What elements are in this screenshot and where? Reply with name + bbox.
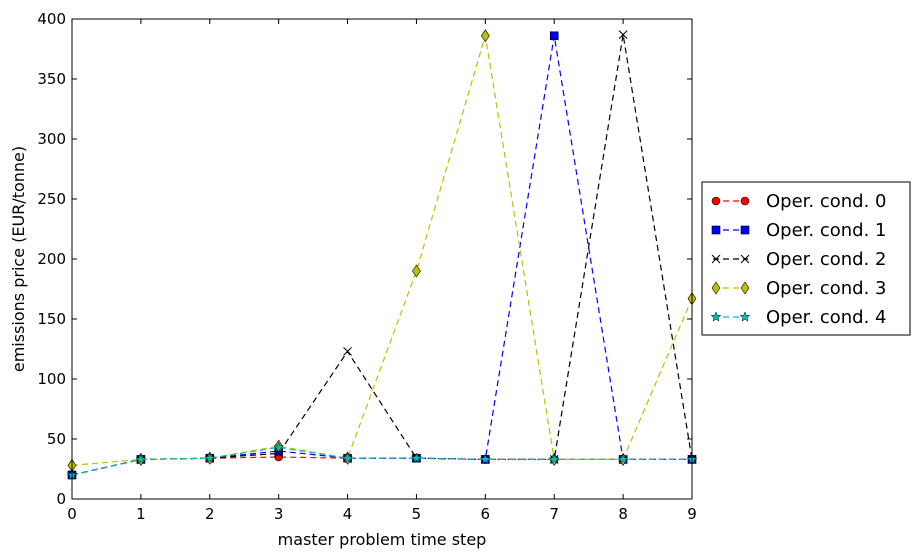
y-axis-title: emissions price (EUR/tonne) (9, 146, 28, 372)
legend-label: Oper. cond. 0 (766, 191, 887, 212)
series-line (71, 446, 692, 476)
data-point (204, 452, 216, 463)
x-tick-label: 5 (412, 505, 422, 523)
data-point (617, 453, 629, 464)
legend-label: Oper. cond. 4 (766, 307, 887, 328)
y-tick-label: 200 (37, 250, 66, 268)
y-tick-label: 100 (37, 370, 66, 388)
series-2 (67, 30, 697, 480)
y-tick-label: 300 (37, 130, 66, 148)
x-tick-label: 7 (549, 505, 559, 523)
data-point (343, 347, 352, 356)
legend: Oper. cond. 0 Oper. cond. 1 Oper. cond. 2 O… (701, 181, 911, 336)
legend-entry: Oper. cond. 1 (711, 220, 887, 241)
x-tick-label: 0 (67, 505, 77, 523)
y-tick-label: 400 (37, 10, 66, 28)
legend-marker (711, 196, 721, 206)
legend-entry: Oper. cond. 0 (711, 191, 887, 212)
legend-marker (740, 281, 750, 295)
y-tick-label: 0 (56, 490, 66, 508)
legend-marker (710, 311, 722, 322)
legend-entry: Oper. cond. 3 (711, 278, 887, 299)
x-tick-label: 6 (481, 505, 491, 523)
legend-marker (711, 281, 721, 295)
legend-label: Oper. cond. 2 (766, 249, 887, 270)
series-line (71, 35, 692, 476)
y-axis: 0 50 100 150 200 250 300 350 400 (37, 10, 692, 508)
x-tick-label: 4 (343, 505, 353, 523)
x-tick-label: 8 (618, 505, 628, 523)
data-point (479, 453, 491, 464)
y-tick-label: 350 (37, 70, 66, 88)
legend-marker (740, 196, 750, 206)
legend-marker (740, 254, 750, 264)
series-line (71, 35, 693, 466)
x-tick-label: 9 (687, 505, 697, 523)
legend-label: Oper. cond. 3 (766, 278, 887, 299)
x-axis-title: master problem time step (278, 530, 487, 549)
series-line (71, 34, 693, 476)
x-axis: 0 1 2 3 4 5 6 7 8 9 (67, 19, 697, 523)
series-4 (66, 441, 698, 480)
legend-marker (711, 225, 721, 235)
data-point (548, 453, 560, 464)
data-point (342, 452, 353, 463)
plot-frame (71, 18, 693, 500)
data-point (480, 29, 490, 43)
data-point (411, 452, 422, 463)
legend-marker (740, 225, 750, 235)
y-tick-label: 250 (37, 190, 66, 208)
data-point (549, 31, 559, 41)
series-0 (67, 452, 697, 480)
x-tick-label: 2 (205, 505, 215, 523)
y-tick-label: 150 (37, 310, 66, 328)
plot-area (66, 29, 698, 480)
data-point (273, 441, 285, 452)
data-point (135, 453, 147, 464)
x-tick-label: 3 (274, 505, 284, 523)
data-point (618, 30, 628, 39)
legend-marker (739, 311, 751, 322)
legend-marker (711, 254, 721, 264)
legend-entry: Oper. cond. 4 (710, 307, 887, 328)
x-tick-label: 1 (136, 505, 146, 523)
y-tick-label: 50 (47, 430, 66, 448)
data-point (412, 264, 421, 278)
series-1 (67, 31, 697, 480)
legend-entry: Oper. cond. 2 (711, 249, 887, 270)
legend-label: Oper. cond. 1 (766, 220, 887, 241)
